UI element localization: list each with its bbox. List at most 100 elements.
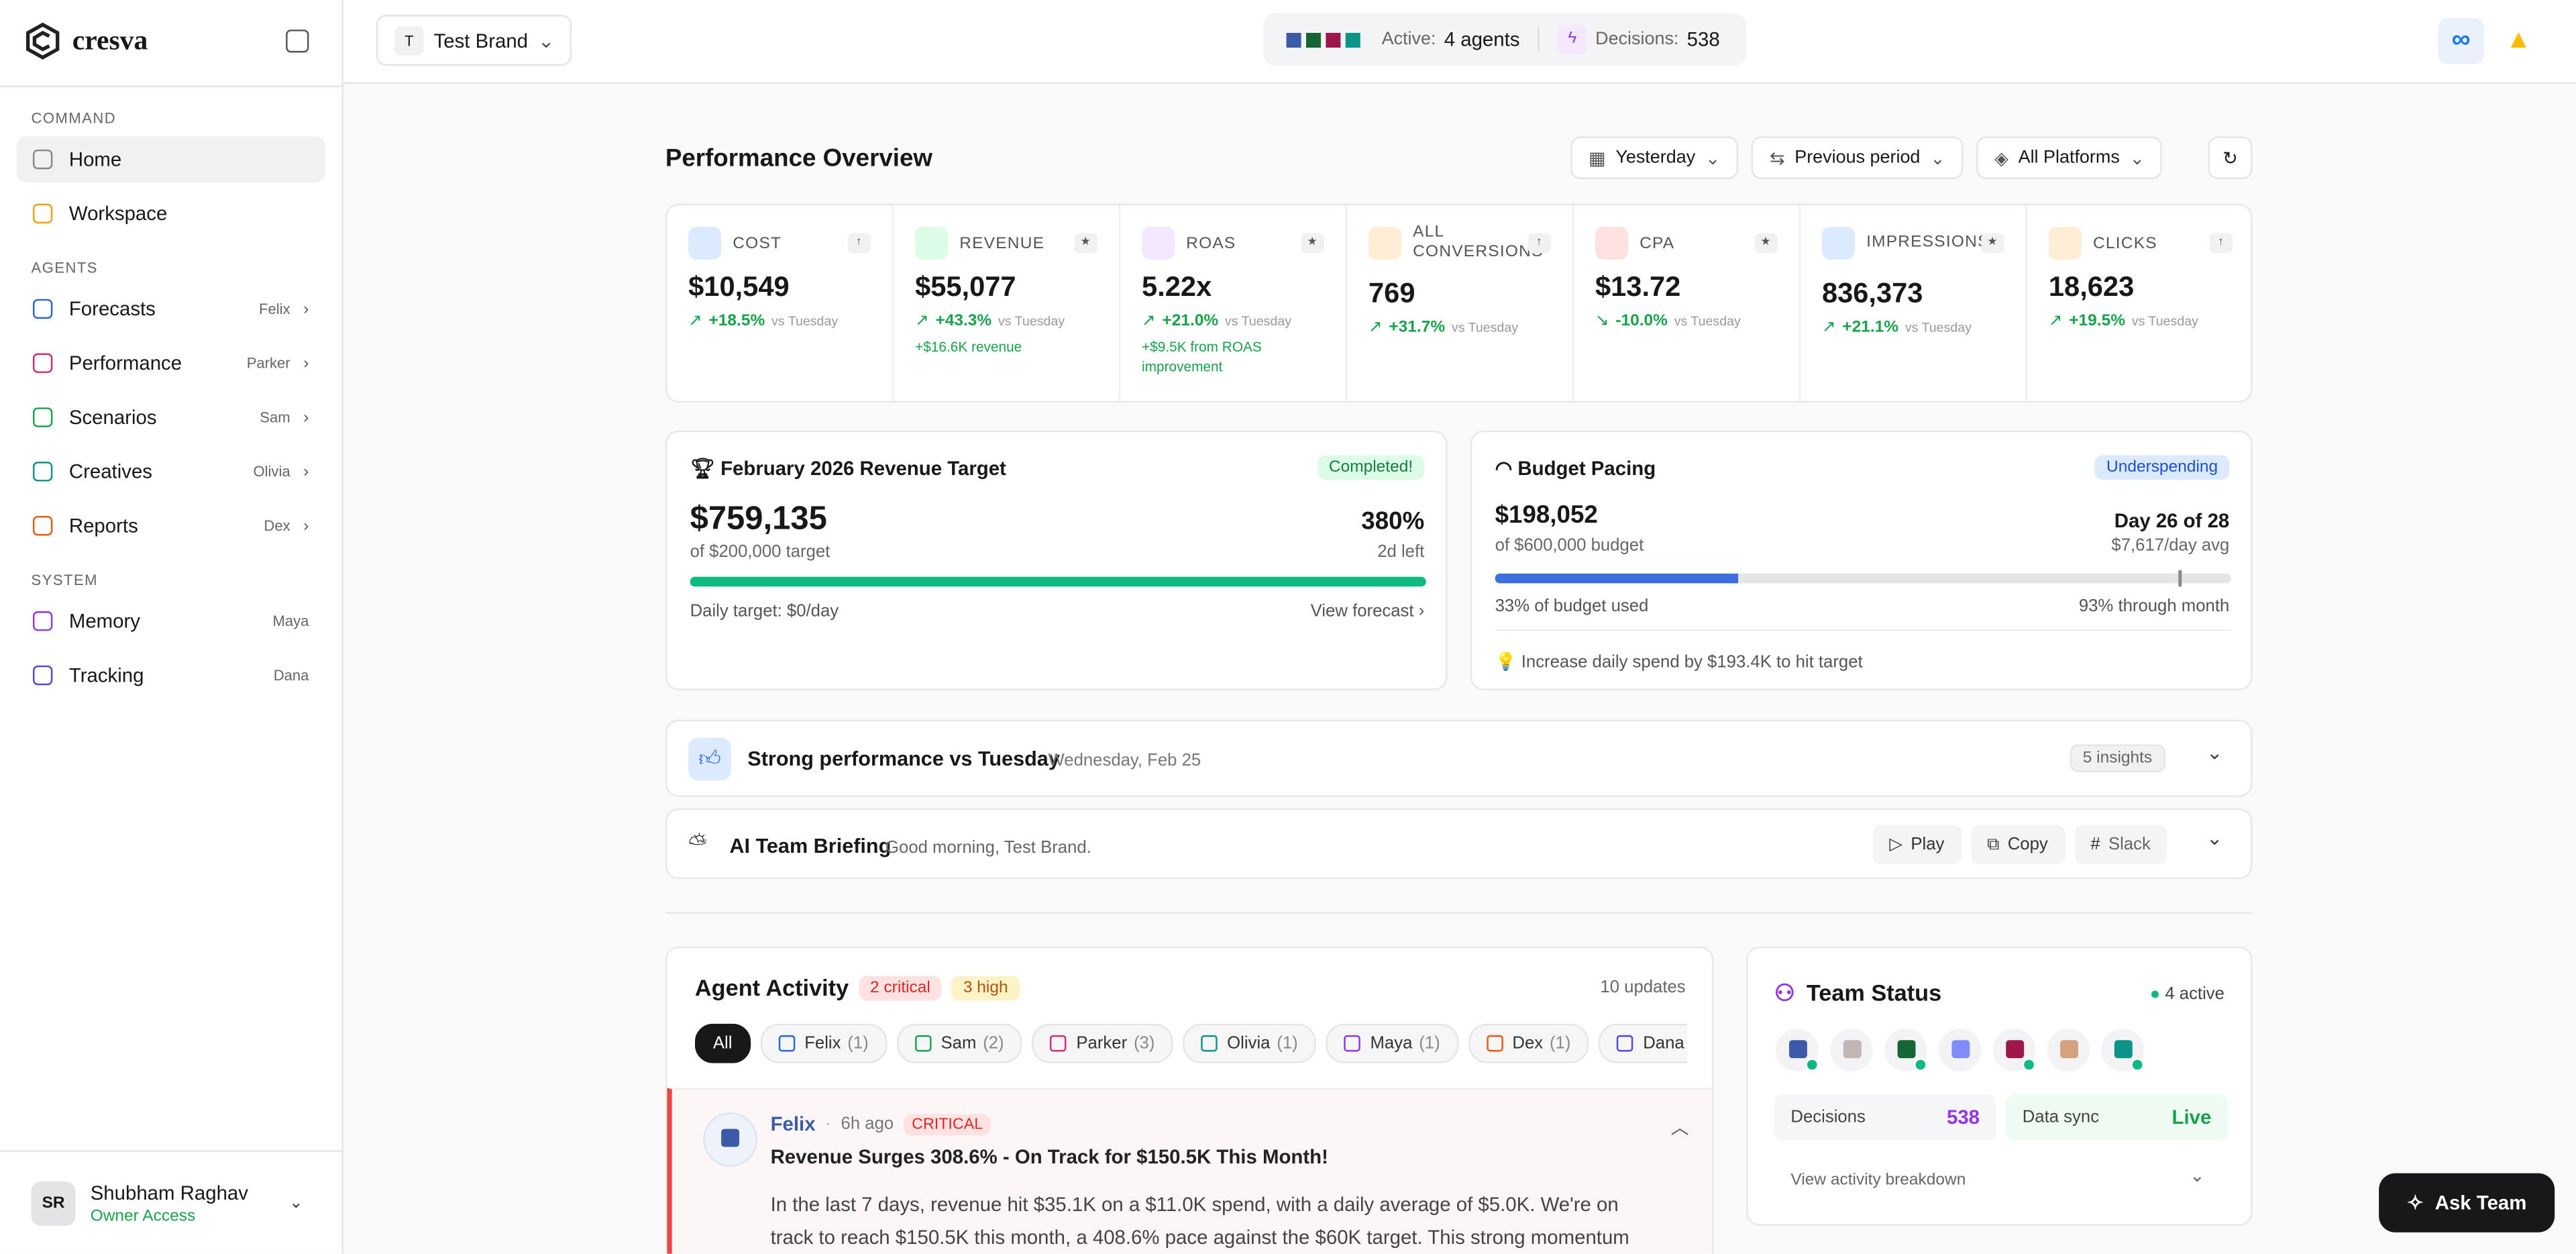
ask-team-button[interactable]: ✧ Ask Team (2379, 1173, 2555, 1233)
meta-button[interactable]: ∞ (2438, 17, 2484, 64)
button-label[interactable]: Slack (2108, 835, 2151, 855)
filter-name[interactable]: Olivia (1227, 1033, 1271, 1053)
insight-bar[interactable]: 👍︎ Strong performance vs Tuesday Wednesd… (665, 719, 2253, 797)
nav-item[interactable]: Memory Maya (16, 598, 325, 644)
target-title-text: February 2026 Revenue Target (720, 456, 1006, 480)
divider (1495, 629, 2231, 631)
agent-filter[interactable]: Dana(1) (1599, 1023, 1688, 1063)
metric-icon (1368, 226, 1401, 260)
filter-count[interactable]: (1) (1549, 1033, 1571, 1053)
team-title-text: Team Status (1806, 979, 1942, 1006)
target-link[interactable]: View forecast › (1310, 601, 1425, 621)
filter-name[interactable]: All (712, 1033, 733, 1053)
nav-label[interactable]: Reports (68, 514, 138, 537)
filter-name[interactable]: Dex (1512, 1033, 1544, 1053)
button-label[interactable]: Play (1911, 835, 1945, 855)
filter-label[interactable]: Yesterday (1615, 148, 1696, 168)
filter-count[interactable]: (1) (1277, 1033, 1298, 1053)
filter-label[interactable]: Previous period (1794, 148, 1921, 168)
briefing-button[interactable]: # Slack (2074, 825, 2167, 865)
nav-item[interactable]: Tracking Dana (16, 652, 325, 698)
metric-icon (2048, 226, 2082, 260)
pin-button[interactable]: ★ (1074, 233, 1097, 254)
ask-team-label[interactable]: Ask Team (2434, 1191, 2527, 1214)
online-dot (1914, 1058, 1927, 1072)
change-arrow: ↗ (2048, 312, 2063, 331)
pin-button[interactable]: ★ (1754, 233, 1778, 254)
metric-header: IMPRESSIONS ★ (1821, 225, 2004, 262)
nav-label[interactable]: Scenarios (68, 405, 157, 429)
filter-name[interactable]: Maya (1370, 1033, 1413, 1053)
pin-button[interactable]: ↑ (2209, 233, 2233, 254)
collapse-button[interactable] (286, 30, 309, 53)
team-link[interactable]: View activity breakdown (1790, 1171, 1966, 1190)
pin-button[interactable]: ★ (1981, 233, 2004, 254)
nav-icon (32, 203, 53, 224)
pin-button[interactable]: ★ (1301, 233, 1324, 254)
nav-item[interactable]: Home (16, 136, 325, 182)
briefing-button[interactable]: ⧉ Copy (1970, 825, 2065, 865)
filter-count[interactable]: (1) (847, 1033, 869, 1053)
user[interactable]: SR Shubham Raghav Owner Access ⌄ (0, 1150, 342, 1253)
briefing-button[interactable]: ▷ Play (1872, 825, 1961, 865)
change-arrow: ↘ (1595, 312, 1609, 331)
filter-count[interactable]: (1) (1419, 1033, 1440, 1053)
target-link-text[interactable]: View forecast (1310, 601, 1414, 621)
refresh-button[interactable]: ↻ (2208, 136, 2253, 179)
agent-filter[interactable]: Olivia (1) (1183, 1023, 1316, 1063)
agent-avatar (2101, 1029, 2144, 1072)
agent-filter[interactable]: Maya (1) (1326, 1023, 1458, 1063)
filter-icon (1617, 1035, 1633, 1052)
nav-item[interactable]: Forecasts Felix › (16, 286, 325, 332)
filter-count[interactable]: (3) (1133, 1033, 1155, 1053)
agent-filter[interactable]: All (694, 1023, 751, 1063)
filter-name[interactable]: Felix (804, 1033, 841, 1053)
button-label[interactable]: Copy (2007, 835, 2048, 855)
metric-compare: vs Tuesday (1224, 313, 1292, 329)
nav-label[interactable]: Creatives (68, 460, 152, 484)
nav-label[interactable]: Workspace (68, 202, 168, 225)
target-badge: Completed! (1317, 455, 1425, 480)
budget-day: Day 26 of 28 (2114, 509, 2230, 533)
filter-button[interactable]: ◈ All Platforms ⌄ (1976, 136, 2163, 179)
google-ads-button[interactable]: ▲ (2505, 26, 2532, 54)
filter-name[interactable]: Sam (941, 1033, 977, 1053)
decisions-value: 538 (1686, 28, 1720, 51)
nav-label[interactable]: Home (68, 148, 122, 171)
nav-item[interactable]: Performance Parker › (16, 340, 325, 386)
budget-avg: $7,617/day avg (2111, 535, 2230, 556)
agent-filter[interactable]: Parker (3) (1032, 1023, 1173, 1063)
nav-item[interactable]: Scenarios Sam › (16, 395, 325, 441)
filter-button[interactable]: ▦ Yesterday ⌄ (1570, 136, 1739, 179)
metric-change: ↗ +18.5% vs Tuesday (688, 312, 871, 330)
post-collapse[interactable]: ︿ (1670, 1118, 1689, 1139)
metric-header: REVENUE ★ (915, 225, 1097, 262)
brand-switcher[interactable]: T Test Brand ⌄ (376, 15, 573, 66)
agent-filter[interactable]: Felix (1) (760, 1023, 887, 1063)
nav-label[interactable]: Tracking (68, 664, 144, 687)
insight-date: Wednesday, Feb 25 (1048, 751, 1201, 771)
filter-name[interactable]: Dana (1643, 1033, 1684, 1053)
pin-button[interactable]: ↑ (847, 233, 871, 254)
nav-label[interactable]: Performance (68, 352, 182, 375)
filter-label[interactable]: All Platforms (2018, 148, 2120, 168)
nav-item[interactable]: Reports Dex › (16, 503, 325, 549)
pin-button[interactable]: ↑ (1527, 233, 1551, 254)
nav-label[interactable]: Forecasts (68, 297, 156, 321)
agent-filter[interactable]: Dex (1) (1468, 1023, 1589, 1063)
nav-chevron: › (303, 517, 309, 535)
agent-filter[interactable]: Sam (2) (896, 1023, 1022, 1063)
filter-name[interactable]: Parker (1076, 1033, 1128, 1053)
divider (665, 912, 2253, 914)
nav-item[interactable]: Workspace (16, 191, 325, 237)
filter-count[interactable]: (2) (983, 1033, 1004, 1053)
topbar: T Test Brand ⌄ Active: 4 agents ϟ Decisio… (343, 0, 2576, 84)
filter-button[interactable]: ⇆ Previous period ⌄ (1752, 136, 1964, 179)
nav-icon (32, 299, 53, 319)
metric: IMPRESSIONS ★ 836,373 ↗ +21.1% vs Tuesday (1801, 205, 2028, 401)
nav-label[interactable]: Memory (68, 609, 141, 633)
online-dot (2131, 1058, 2144, 1072)
metric: CPA ★ $13.72 ↘ -10.0% vs Tuesday (1574, 205, 1801, 401)
nav-item[interactable]: Creatives Olivia › (16, 449, 325, 495)
metric-change: ↘ -10.0% vs Tuesday (1595, 312, 1778, 330)
